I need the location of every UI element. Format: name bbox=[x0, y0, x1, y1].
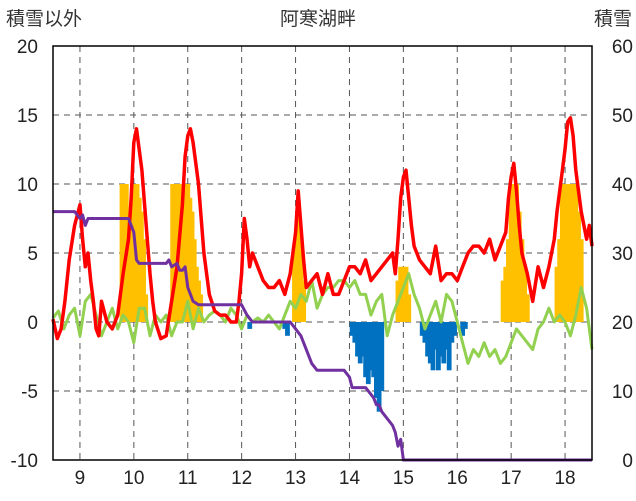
orange-bar bbox=[516, 211, 522, 322]
blue-bar bbox=[433, 322, 439, 350]
orange-bar bbox=[406, 294, 412, 322]
left-tick-label: 10 bbox=[17, 175, 38, 196]
chart-title: 阿寒湖畔 bbox=[280, 8, 356, 30]
left-tick-label: 20 bbox=[17, 37, 38, 58]
blue-bar bbox=[427, 322, 433, 364]
orange-bar bbox=[514, 184, 519, 322]
x-tick-label: 10 bbox=[123, 468, 144, 489]
orange-bar bbox=[578, 239, 584, 322]
x-tick-labels: 9 10 11 12 13 14 15 16 17 18 bbox=[75, 468, 576, 489]
blue-bar bbox=[360, 322, 366, 357]
blue-bar bbox=[282, 322, 288, 329]
right-tick-label: 0 bbox=[622, 451, 633, 472]
blue-bar bbox=[365, 322, 371, 385]
orange-bar bbox=[506, 239, 511, 322]
x-tick-label: 12 bbox=[231, 468, 252, 489]
right-tick-label: 50 bbox=[612, 106, 633, 127]
orange-bar bbox=[576, 211, 581, 322]
blue-bar bbox=[355, 322, 360, 357]
orange-bar bbox=[568, 184, 573, 322]
left-tick-label: 5 bbox=[27, 244, 38, 265]
blue-bar bbox=[379, 322, 385, 391]
right-tick-label: 60 bbox=[612, 37, 633, 58]
x-tick-label: 18 bbox=[554, 468, 575, 489]
blue-bar bbox=[430, 322, 436, 371]
blue-bar bbox=[349, 322, 355, 336]
blue-bar bbox=[449, 322, 455, 343]
left-tick-label: -5 bbox=[21, 382, 38, 403]
orange-bar bbox=[570, 184, 576, 322]
x-tick-label: 13 bbox=[285, 468, 306, 489]
plot-frame bbox=[52, 45, 593, 461]
right-tick-label: 40 bbox=[612, 175, 633, 196]
orange-bar bbox=[298, 239, 304, 322]
blue-bar bbox=[352, 322, 358, 343]
orange-bar bbox=[573, 184, 579, 322]
orange-bar bbox=[198, 294, 204, 322]
blue-bar bbox=[425, 322, 431, 357]
orange-bar bbox=[519, 239, 525, 322]
x-tick-label: 14 bbox=[339, 468, 361, 489]
left-tick-label: -10 bbox=[11, 451, 38, 472]
blue-bar bbox=[247, 322, 253, 329]
orange-bar bbox=[403, 266, 409, 322]
orange-bar bbox=[557, 239, 563, 322]
orange-bar bbox=[500, 280, 506, 322]
orange-bar bbox=[522, 266, 528, 322]
blue-bar bbox=[371, 322, 377, 378]
orange-bar bbox=[524, 294, 530, 322]
left-axis-label: 積雪以外 bbox=[6, 8, 82, 30]
x-tick-label: 15 bbox=[393, 468, 414, 489]
left-tick-label: 15 bbox=[17, 106, 38, 127]
red-line bbox=[51, 116, 594, 341]
right-tick-labels: 60 50 40 30 20 10 0 bbox=[612, 37, 633, 472]
orange-bar bbox=[511, 184, 517, 322]
left-tick-labels: 20 15 10 5 0 -5 -10 bbox=[11, 37, 38, 472]
blue-bar bbox=[446, 322, 452, 371]
orange-bar bbox=[508, 184, 514, 322]
blue-bar bbox=[438, 322, 444, 357]
right-tick-label: 30 bbox=[612, 244, 633, 265]
orange-bar bbox=[559, 184, 565, 322]
blue-bar bbox=[374, 322, 379, 398]
blue-bar bbox=[452, 322, 457, 336]
blue-bars bbox=[247, 322, 468, 412]
blue-bar bbox=[376, 322, 382, 412]
blue-bar bbox=[435, 322, 441, 371]
blue-bar bbox=[460, 322, 466, 336]
blue-bar bbox=[462, 322, 468, 329]
x-tick-label: 17 bbox=[501, 468, 522, 489]
x-tick-label: 11 bbox=[178, 468, 198, 489]
right-axis-label: 積雪 bbox=[594, 8, 632, 30]
orange-bar bbox=[562, 184, 568, 322]
blue-bar bbox=[441, 322, 447, 364]
blue-bar bbox=[368, 322, 374, 371]
line-series bbox=[51, 116, 594, 462]
orange-bar bbox=[554, 266, 560, 322]
orange-bar bbox=[565, 184, 571, 322]
orange-bar bbox=[301, 280, 307, 322]
orange-bar bbox=[503, 266, 509, 322]
x-tick-label: 9 bbox=[75, 468, 86, 489]
blue-bar bbox=[422, 322, 428, 343]
right-tick-label: 20 bbox=[612, 313, 633, 334]
blue-bar bbox=[285, 322, 290, 336]
orange-bar bbox=[141, 239, 146, 322]
blue-bar bbox=[363, 322, 369, 378]
left-tick-label: 0 bbox=[27, 313, 38, 334]
blue-bar bbox=[419, 322, 425, 336]
orange-bar bbox=[400, 266, 406, 322]
blue-bar bbox=[444, 322, 449, 350]
right-tick-label: 10 bbox=[612, 382, 633, 403]
blue-bar bbox=[357, 322, 363, 364]
x-tick-label: 16 bbox=[447, 468, 468, 489]
purple-line bbox=[53, 210, 592, 462]
